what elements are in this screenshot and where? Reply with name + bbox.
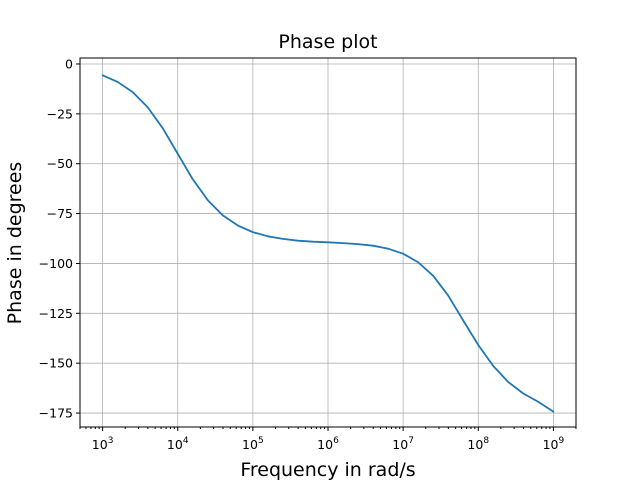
y-axis-label: Phase in degrees	[4, 162, 26, 325]
x-tick-label: 104	[167, 436, 189, 452]
x-tick-label: 103	[92, 436, 114, 452]
phase-series-line	[101, 74, 555, 413]
x-tick-label: 106	[317, 436, 339, 452]
grid	[80, 58, 576, 427]
x-tick-label: 105	[242, 436, 264, 452]
x-tick-label: 109	[543, 436, 565, 452]
x-axis-label: Frequency in rad/s	[240, 459, 415, 480]
x-tick-label: 107	[392, 436, 414, 452]
chart-title: Phase plot	[278, 31, 377, 53]
y-tick-label: −125	[39, 306, 73, 321]
y-tick-label: −75	[47, 206, 73, 221]
y-tick-label: −100	[39, 256, 73, 271]
y-tick-label: −25	[47, 106, 73, 121]
x-axis: 103 104 105 106 107 108 109	[79, 427, 577, 452]
y-axis: 0 −25 −50 −75 −100 −125 −150 −175	[39, 56, 80, 421]
y-tick-label: 0	[65, 56, 73, 71]
x-tick-label: 108	[467, 436, 489, 452]
y-tick-label: −175	[39, 406, 73, 421]
series-layer	[101, 74, 555, 413]
y-tick-label: −50	[47, 156, 73, 171]
y-tick-label: −150	[39, 356, 73, 371]
